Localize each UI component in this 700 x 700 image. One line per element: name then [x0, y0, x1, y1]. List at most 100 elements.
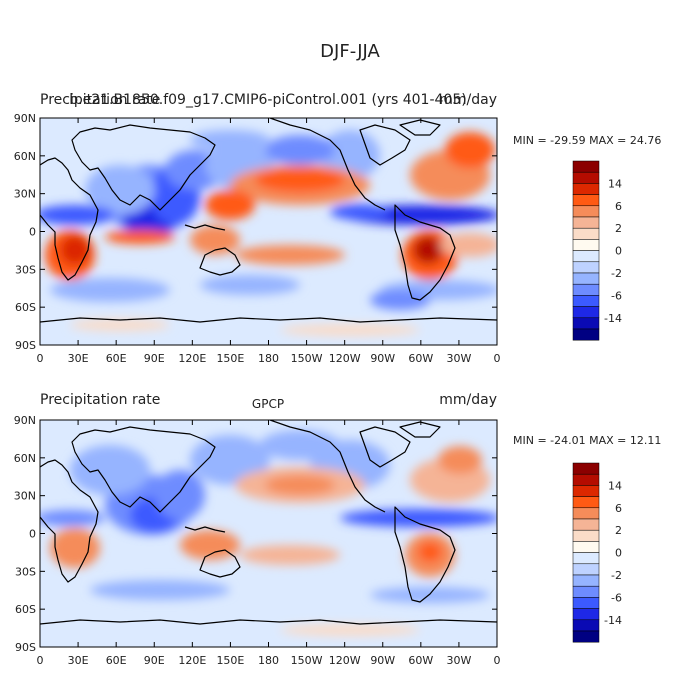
colorbar-swatch	[572, 574, 600, 587]
panel-1-center-title: b.e21.B1850.f09_g17.CMIP6-piControl.001 …	[69, 92, 466, 108]
y-tick-label: 90S	[15, 641, 36, 654]
y-tick-label: 30N	[14, 490, 36, 503]
y-tick-label: 60S	[15, 603, 36, 616]
panel-1-coastlines	[40, 118, 497, 323]
colorbar-swatch	[572, 239, 600, 251]
y-tick-label: 30N	[14, 188, 36, 201]
panel-1-axes: 0 30E 60E 90E 120E 150E 180 150W 120W 90W 60W 30W 09…	[14, 112, 501, 365]
colorbar-swatch	[572, 272, 600, 285]
x-tick-label: 150W	[291, 352, 323, 365]
colorbar-label: 2	[615, 222, 622, 235]
colorbar-swatch	[572, 507, 600, 520]
colorbar-swatch	[572, 630, 600, 643]
panel-2-colorbar: 14 6 2 0 -2 -6 -14	[572, 462, 622, 643]
panel-2-obs: Precipitation rate GPCP mm/day	[14, 392, 662, 667]
colorbar-swatch	[572, 306, 600, 319]
y-tick-label: 0	[29, 226, 36, 239]
y-tick-label: 90N	[14, 414, 36, 427]
x-tick-label: 30E	[68, 654, 89, 667]
x-tick-label: 180	[258, 654, 279, 667]
x-tick-label: 30W	[446, 654, 471, 667]
panel-2-units: mm/day	[439, 392, 497, 408]
x-tick-label: 120W	[329, 654, 361, 667]
colorbar-swatch	[572, 194, 600, 207]
colorbar-swatch	[572, 529, 600, 542]
colorbar-swatch	[572, 227, 600, 240]
panel-2-axes: 0 30E 60E 90E 120E 150E 180 150W 120W 90W 60W 30W 09…	[14, 414, 501, 667]
x-tick-label: 90W	[370, 352, 395, 365]
colorbar-swatch	[572, 250, 600, 263]
colorbar-label: 2	[615, 524, 622, 537]
x-tick-label: 90E	[144, 654, 165, 667]
colorbar-swatch	[572, 552, 600, 565]
x-tick-label: 60E	[106, 352, 127, 365]
panel-1-colorbar: 14 6 2 0 -2 -6 -14	[572, 160, 622, 341]
y-tick-label: 30S	[15, 263, 36, 276]
colorbar-swatch	[572, 608, 600, 621]
figure-title: DJF-JJA	[320, 41, 380, 62]
colorbar-swatch	[572, 328, 600, 341]
x-tick-label: 0	[37, 352, 44, 365]
x-tick-label: 0	[494, 654, 501, 667]
colorbar-swatch	[572, 597, 600, 609]
colorbar-label: 14	[608, 177, 622, 190]
colorbar-swatch	[572, 261, 600, 274]
colorbar-swatch	[572, 485, 600, 497]
panel-2-left-title: Precipitation rate	[40, 392, 160, 408]
colorbar-label: -2	[611, 267, 622, 280]
colorbar-swatch	[572, 160, 600, 173]
y-tick-label: 0	[29, 528, 36, 541]
x-tick-label: 60W	[408, 352, 433, 365]
x-tick-label: 120W	[329, 352, 361, 365]
colorbar-label: -2	[611, 569, 622, 582]
colorbar-swatch	[572, 518, 600, 531]
colorbar-swatch	[572, 563, 600, 576]
y-tick-label: 60S	[15, 301, 36, 314]
panel-1-model: Precipitation rate b.e21.B1850.f09_g17.C…	[14, 92, 662, 365]
colorbar-swatch	[572, 473, 600, 486]
y-tick-label: 60N	[14, 150, 36, 163]
x-tick-label: 90W	[370, 654, 395, 667]
colorbar-label: 0	[615, 547, 622, 560]
y-tick-label: 90N	[14, 112, 36, 125]
panel-1-units: mm/day	[439, 92, 497, 108]
colorbar-swatch	[572, 295, 600, 307]
colorbar-swatch	[572, 283, 600, 296]
colorbar-label: -14	[604, 312, 622, 325]
x-tick-label: 30E	[68, 352, 89, 365]
y-tick-label: 60N	[14, 452, 36, 465]
y-tick-label: 90S	[15, 339, 36, 352]
x-tick-label: 90E	[144, 352, 165, 365]
x-tick-label: 0	[37, 654, 44, 667]
colorbar-label: -6	[611, 289, 622, 302]
colorbar-label: -6	[611, 591, 622, 604]
panel-2-map	[40, 420, 497, 647]
panel-1-left-title: Precipitation rate	[40, 92, 160, 108]
x-tick-label: 120E	[178, 352, 206, 365]
colorbar-swatch	[572, 183, 600, 195]
x-tick-label: 0	[494, 352, 501, 365]
colorbar-swatch	[572, 496, 600, 509]
y-tick-label: 30S	[15, 565, 36, 578]
colorbar-swatch	[572, 585, 600, 598]
colorbar-label: 6	[615, 502, 622, 515]
panel-1-stats: MIN = -29.59 MAX = 24.76	[513, 134, 661, 147]
colorbar-swatch	[572, 462, 600, 475]
colorbar-label: 6	[615, 200, 622, 213]
x-tick-label: 150E	[216, 352, 244, 365]
x-tick-label: 120E	[178, 654, 206, 667]
colorbar-swatch	[572, 205, 600, 218]
x-tick-label: 180	[258, 352, 279, 365]
x-tick-label: 150W	[291, 654, 323, 667]
x-tick-label: 60E	[106, 654, 127, 667]
colorbar-label: 0	[615, 245, 622, 258]
colorbar-swatch	[572, 171, 600, 184]
panel-1-map	[40, 118, 497, 345]
colorbar-label: -14	[604, 614, 622, 627]
x-tick-label: 30W	[446, 352, 471, 365]
x-tick-label: 150E	[216, 654, 244, 667]
colorbar-swatch	[572, 619, 600, 632]
panel-2-stats: MIN = -24.01 MAX = 12.11	[513, 434, 661, 447]
x-tick-label: 60W	[408, 654, 433, 667]
